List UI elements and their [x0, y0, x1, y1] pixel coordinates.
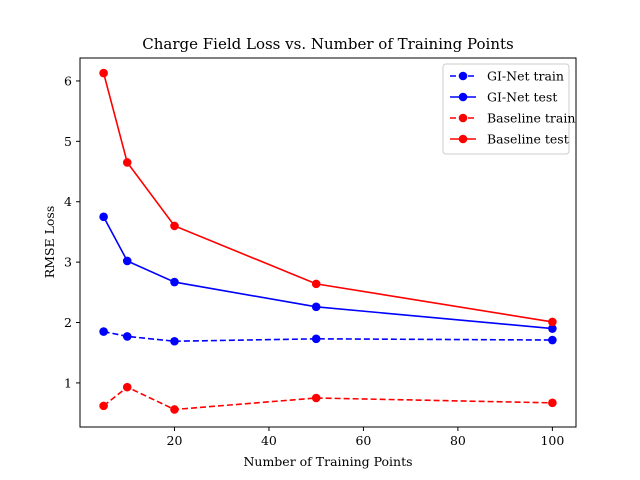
legend-marker-gi-net-test	[458, 92, 468, 102]
data-point-baseline-train	[548, 398, 557, 408]
data-point-gi-net-test	[311, 302, 321, 312]
data-point-gi-net-test	[548, 324, 557, 333]
x-tick-label: 100	[540, 433, 564, 448]
data-point-gi-net-train	[170, 336, 179, 346]
data-point-baseline-train	[311, 393, 321, 403]
legend-label-baseline-train: Baseline train	[487, 111, 575, 126]
data-point-baseline-train	[122, 382, 132, 392]
x-tick-label: 40	[261, 433, 277, 448]
legend-marker-baseline-test	[458, 134, 468, 144]
legend-marker-gi-net-train	[458, 71, 468, 81]
data-point-gi-net-train	[99, 327, 108, 336]
data-point-gi-net-test	[170, 277, 179, 287]
legend-box	[442, 63, 570, 155]
data-point-gi-net-train	[548, 335, 557, 345]
y-tick-label: 5	[64, 134, 72, 149]
plot-frame	[79, 57, 577, 428]
y-tick-label: 4	[64, 194, 72, 209]
x-axis-label: Number of Training Points	[243, 454, 412, 469]
series-layer	[99, 68, 557, 414]
data-point-gi-net-train	[311, 334, 321, 344]
data-point-baseline-test	[170, 221, 179, 231]
legend: GI-Net train GI-Net test Baseline train Bas…	[442, 63, 575, 155]
x-tick-label: 80	[450, 433, 466, 448]
y-tick-label: 2	[64, 315, 72, 330]
y-tick-label: 6	[64, 73, 72, 88]
axis-ticks: 20 40 60 80 100 1 2 3 4 5 6	[64, 73, 564, 448]
x-tick-label: 60	[355, 433, 371, 448]
series-line-baseline-train	[103, 386, 553, 411]
legend-label-gi-net-test: GI-Net test	[487, 90, 557, 105]
data-point-baseline-test	[311, 279, 321, 289]
data-point-baseline-test	[548, 317, 557, 327]
chart-title: Charge Field Loss vs. Number of Training…	[142, 35, 514, 53]
legend-label-baseline-test: Baseline test	[487, 132, 569, 147]
data-point-baseline-test	[122, 158, 132, 167]
data-point-gi-net-train	[122, 332, 132, 341]
y-tick-label: 1	[64, 375, 72, 390]
y-tick-label: 3	[64, 255, 72, 270]
y-axis-label: RMSE Loss	[42, 206, 57, 279]
legend-label-gi-net-train: GI-Net train	[487, 69, 564, 84]
data-point-baseline-test	[99, 68, 108, 78]
data-point-gi-net-test	[122, 256, 132, 266]
series-line-gi-net-train	[103, 330, 553, 343]
legend-marker-baseline-train	[458, 113, 468, 123]
data-point-baseline-train	[99, 401, 108, 411]
data-point-gi-net-test	[99, 212, 108, 222]
data-point-baseline-train	[170, 405, 179, 414]
x-tick-label: 20	[167, 433, 183, 448]
